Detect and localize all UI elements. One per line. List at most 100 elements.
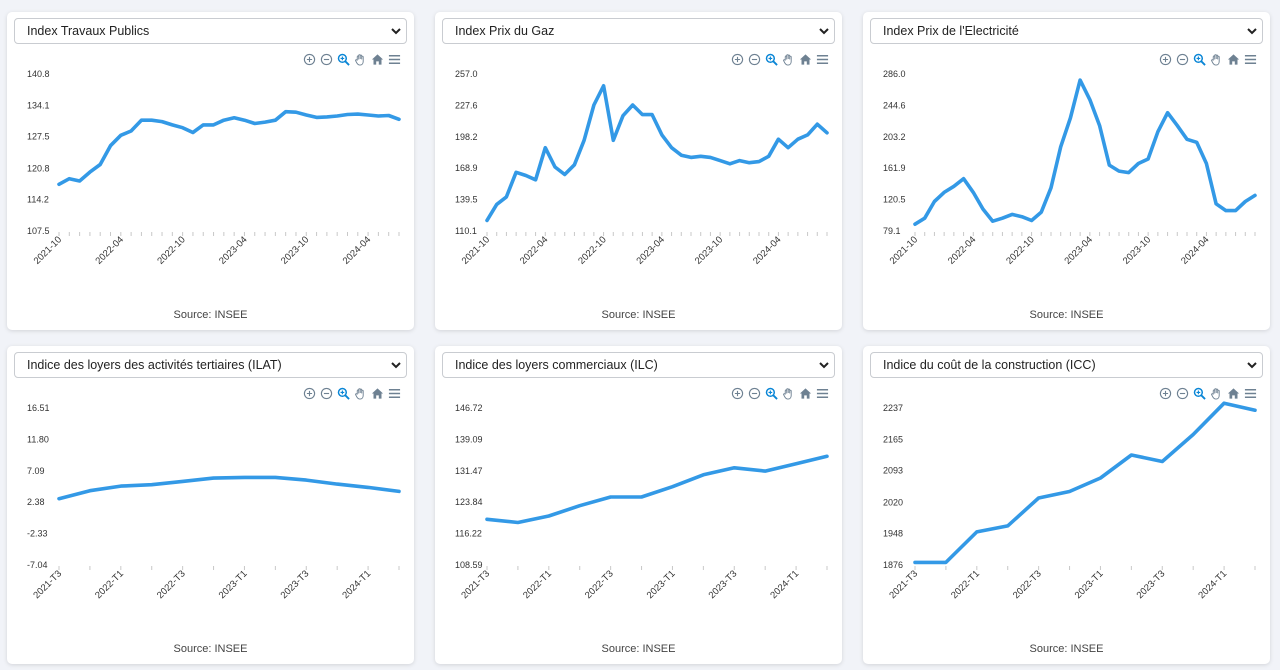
data-point[interactable] <box>650 113 654 117</box>
data-point[interactable] <box>732 466 736 470</box>
index-selector[interactable]: Indice des loyers des activités tertiair… <box>14 352 407 378</box>
data-point[interactable] <box>150 118 154 122</box>
data-point[interactable] <box>242 118 246 122</box>
data-point[interactable] <box>640 113 644 117</box>
reset-home-icon[interactable] <box>371 387 384 400</box>
data-point[interactable] <box>1204 162 1208 166</box>
data-point[interactable] <box>263 120 267 124</box>
data-point[interactable] <box>543 146 547 150</box>
data-point[interactable] <box>397 117 401 121</box>
data-point[interactable] <box>504 195 508 199</box>
data-point[interactable] <box>181 126 185 130</box>
data-point[interactable] <box>335 114 339 118</box>
data-point[interactable] <box>794 462 798 466</box>
data-point[interactable] <box>582 138 586 142</box>
data-point[interactable] <box>1059 145 1063 149</box>
reset-home-icon[interactable] <box>1227 387 1240 400</box>
data-point[interactable] <box>1156 130 1160 134</box>
data-point[interactable] <box>640 495 644 499</box>
zoom-selection-icon[interactable] <box>765 387 778 400</box>
data-point[interactable] <box>304 478 308 482</box>
data-point[interactable] <box>913 222 917 226</box>
data-point[interactable] <box>304 113 308 117</box>
data-point[interactable] <box>1166 111 1170 115</box>
data-point[interactable] <box>335 482 339 486</box>
data-point[interactable] <box>796 137 800 141</box>
data-point[interactable] <box>181 479 185 483</box>
data-point[interactable] <box>366 485 370 489</box>
data-point[interactable] <box>1234 209 1238 213</box>
data-point[interactable] <box>232 116 236 120</box>
zoom-in-icon[interactable] <box>731 387 744 400</box>
data-point[interactable] <box>1088 98 1092 102</box>
data-point[interactable] <box>119 133 123 137</box>
data-point[interactable] <box>325 115 329 119</box>
data-point[interactable] <box>944 560 948 564</box>
data-point[interactable] <box>294 110 298 114</box>
menu-icon[interactable] <box>388 387 401 400</box>
zoom-selection-icon[interactable] <box>765 53 778 66</box>
zoom-out-icon[interactable] <box>1176 387 1189 400</box>
data-point[interactable] <box>757 160 761 164</box>
data-point[interactable] <box>718 159 722 163</box>
data-point[interactable] <box>699 154 703 158</box>
data-point[interactable] <box>495 202 499 206</box>
data-point[interactable] <box>975 530 979 534</box>
menu-icon[interactable] <box>816 387 829 400</box>
data-point[interactable] <box>516 521 520 525</box>
data-point[interactable] <box>88 170 92 174</box>
data-point[interactable] <box>1243 199 1247 203</box>
data-point[interactable] <box>170 123 174 127</box>
data-point[interactable] <box>98 163 102 167</box>
data-point[interactable] <box>913 560 917 564</box>
data-point[interactable] <box>1127 171 1131 175</box>
data-point[interactable] <box>1068 116 1072 120</box>
data-point[interactable] <box>592 103 596 107</box>
data-point[interactable] <box>962 177 966 181</box>
data-point[interactable] <box>242 475 246 479</box>
data-point[interactable] <box>1253 193 1257 197</box>
data-point[interactable] <box>1129 453 1133 457</box>
data-point[interactable] <box>1117 169 1121 173</box>
data-point[interactable] <box>670 146 674 150</box>
data-point[interactable] <box>139 118 143 122</box>
data-point[interactable] <box>923 216 927 220</box>
data-point[interactable] <box>747 161 751 165</box>
data-point[interactable] <box>78 179 82 183</box>
menu-icon[interactable] <box>1244 387 1257 400</box>
data-point[interactable] <box>1253 408 1257 412</box>
menu-icon[interactable] <box>388 53 401 66</box>
data-point[interactable] <box>1010 212 1014 216</box>
data-point[interactable] <box>578 504 582 508</box>
data-point[interactable] <box>971 190 975 194</box>
reset-home-icon[interactable] <box>799 387 812 400</box>
zoom-out-icon[interactable] <box>1176 53 1189 66</box>
data-point[interactable] <box>679 153 683 157</box>
index-selector[interactable]: Indice des loyers commerciaux (ILC) <box>442 352 835 378</box>
data-point[interactable] <box>763 469 767 473</box>
zoom-in-icon[interactable] <box>303 387 316 400</box>
data-point[interactable] <box>825 454 829 458</box>
data-point[interactable] <box>273 475 277 479</box>
data-point[interactable] <box>1214 202 1218 206</box>
data-point[interactable] <box>609 495 613 499</box>
data-point[interactable] <box>991 219 995 223</box>
data-point[interactable] <box>1224 209 1228 213</box>
zoom-in-icon[interactable] <box>1159 387 1172 400</box>
data-point[interactable] <box>524 174 528 178</box>
data-point[interactable] <box>670 485 674 489</box>
data-point[interactable] <box>932 199 936 203</box>
data-point[interactable] <box>1185 137 1189 141</box>
data-point[interactable] <box>397 489 401 493</box>
data-point[interactable] <box>253 122 257 126</box>
data-point[interactable] <box>825 131 829 135</box>
data-point[interactable] <box>356 112 360 116</box>
menu-icon[interactable] <box>1244 53 1257 66</box>
data-point[interactable] <box>212 123 216 127</box>
data-point[interactable] <box>1039 210 1043 214</box>
zoom-in-icon[interactable] <box>1159 53 1172 66</box>
data-point[interactable] <box>815 122 819 126</box>
data-point[interactable] <box>1195 140 1199 144</box>
pan-hand-icon[interactable] <box>1210 53 1223 66</box>
data-point[interactable] <box>273 118 277 122</box>
